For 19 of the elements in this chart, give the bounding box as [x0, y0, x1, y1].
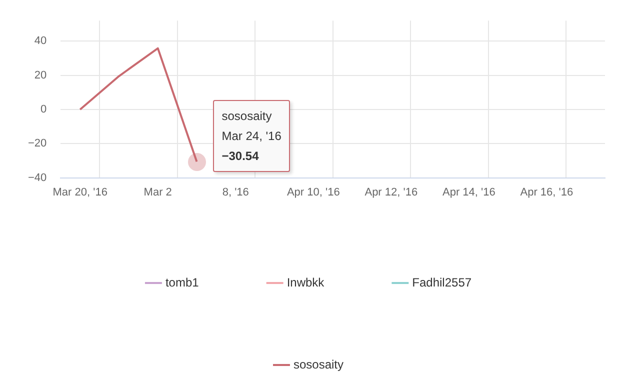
x-tick-label: Apr 12, '16 [364, 186, 418, 198]
x-tick-label: 8, '16 [222, 186, 249, 198]
x-tick-label: Apr 14, '16 [442, 186, 496, 198]
y-tick-label: 20 [34, 69, 47, 82]
y-tick-label: −40 [28, 172, 47, 184]
y-tick-label: 0 [40, 103, 47, 116]
y-tick-label: 40 [34, 35, 47, 48]
annotation: −30.54 [222, 148, 259, 163]
annotation: Mar 24, '16 [222, 128, 282, 145]
x-tick-label: Mar 2 [144, 186, 172, 198]
legend-label: Fadhil2557 [412, 275, 472, 290]
x-tick-label: Apr 10, '16 [286, 186, 340, 198]
legend-label: Inwbkk [286, 275, 326, 290]
x-tick-label: Apr 16, '16 [520, 186, 574, 198]
x-tick-label: Mar 20, '16 [52, 186, 108, 198]
y-tick-label: −20 [28, 138, 47, 150]
legend-label: sososaity [293, 357, 344, 372]
text: sososaity [222, 108, 272, 123]
legend-label: tomb1 [165, 275, 200, 290]
